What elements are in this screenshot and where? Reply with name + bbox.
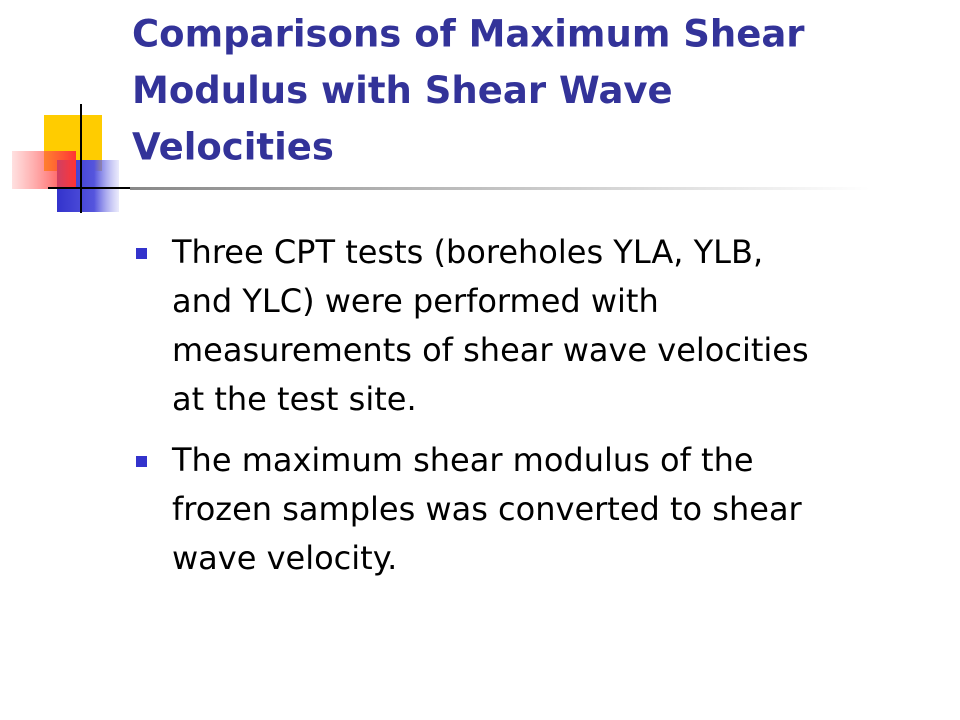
bullet-text-line: at the test site. <box>172 380 417 418</box>
bullet-text-line: Three CPT tests (boreholes YLA, YLB, <box>171 233 763 271</box>
bullet-marker <box>136 248 147 259</box>
bullet-marker <box>136 456 147 467</box>
slide-title-line: Modulus with Shear Wave <box>132 69 673 112</box>
title-rule <box>130 187 870 190</box>
bullet-text-line: measurements of shear wave velocities <box>172 331 809 369</box>
bullet-text-line: wave velocity. <box>172 539 397 577</box>
slide-title-line: Velocities <box>132 126 334 169</box>
content: Comparisons of Maximum Shear Modulus with… <box>132 13 809 578</box>
bullet-text-line: frozen samples was converted to shear <box>172 490 803 528</box>
bullet-text-line: The maximum shear modulus of the <box>171 441 754 479</box>
slide-title-line: Comparisons of Maximum Shear <box>132 13 805 56</box>
deco-red <box>12 151 76 189</box>
bullet-text-line: and YLC) were performed with <box>172 282 659 320</box>
